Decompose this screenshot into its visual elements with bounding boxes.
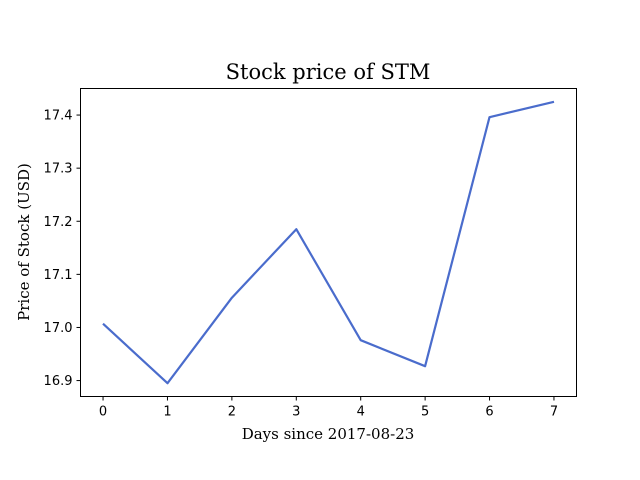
x-tick-label: 0 — [99, 405, 107, 420]
x-tick-label: 7 — [550, 405, 558, 420]
plot-frame — [80, 88, 577, 397]
x-tick-label: 2 — [228, 405, 236, 420]
x-tick-label: 4 — [357, 405, 365, 420]
y-axis-label: Price of Stock (USD) — [15, 163, 33, 321]
series-layer — [102, 100, 555, 385]
y-axis: 16.9 17.0 17.1 17.2 17.3 17.4 — [44, 109, 81, 389]
x-tick-label: 6 — [485, 405, 493, 420]
y-tick-label: 16.9 — [44, 374, 73, 389]
x-axis-label: Days since 2017-08-23 — [242, 425, 415, 443]
x-axis: 0 1 2 3 4 5 6 7 — [99, 396, 558, 420]
x-tick-label: 3 — [292, 405, 300, 420]
x-tick-label: 5 — [421, 405, 429, 420]
y-tick-label: 17.4 — [44, 109, 73, 124]
x-tick-label: 1 — [163, 405, 171, 420]
y-tick-label: 17.0 — [44, 321, 73, 336]
y-tick-label: 17.2 — [44, 215, 73, 230]
y-tick-label: 17.3 — [44, 162, 73, 177]
chart-title: Stock price of STM — [226, 60, 431, 84]
series-line — [102, 100, 555, 385]
y-tick-label: 17.1 — [44, 268, 73, 283]
